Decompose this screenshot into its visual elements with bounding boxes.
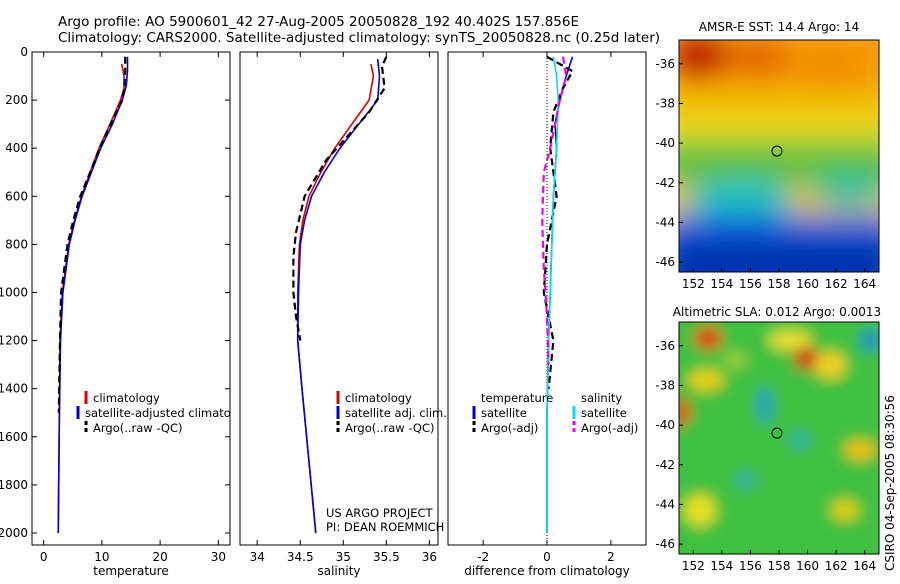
temperature-frame: [31, 51, 231, 546]
temperature-lines: [57, 56, 129, 534]
lon-tick-label: 162: [825, 559, 848, 573]
lat-tick-label: -44: [655, 215, 675, 229]
difference-legend: temperature satellite Argo(-adj) salinit…: [472, 391, 638, 435]
lon-tick-label: 160: [796, 559, 819, 573]
x-tick-label: 10: [94, 550, 109, 564]
lat-tick-label: -42: [655, 176, 675, 190]
sst-map: AMSR-E SST: 14.4 Argo: 14 152 154 156 158 16…: [655, 20, 880, 291]
legend-label-sal-satellite: satellite: [581, 406, 627, 420]
x-tick-label: 20: [152, 550, 167, 564]
temperature-xlabel: temperature: [93, 564, 168, 578]
lon-tick-label: 154: [710, 559, 733, 573]
legend-label-argo: Argo(..raw -QC): [93, 421, 183, 435]
lon-tick-label: 158: [768, 277, 791, 291]
y-tick-label: 1600: [0, 430, 28, 444]
legend-label-argo: Argo(..raw -QC): [345, 421, 435, 435]
difference-panel: -2 0 2 difference from climatology tempera…: [447, 51, 647, 578]
lon-tick-label: 152: [682, 277, 705, 291]
header-line1: Argo profile: AO 5900601_42 27-Aug-2005 …: [58, 14, 579, 30]
y-tick-label: 2000: [0, 526, 28, 540]
sla-map: Altimetric SLA: 0.012 Argo: 0.0013: [655, 305, 881, 573]
project-note: US ARGO PROJECT: [326, 506, 434, 520]
legend-label-satellite: satellite-adjusted climatology: [85, 406, 255, 420]
x-tick-label: 30: [211, 550, 226, 564]
y-tick-label: 1400: [0, 382, 28, 396]
pi-note: PI: DEAN ROEMMICH: [326, 520, 444, 534]
lat-tick-label: -36: [655, 57, 675, 71]
temperature-axis-ticks: 0 10 20 30: [40, 52, 226, 564]
y-tick-label: 1200: [0, 334, 28, 348]
lon-tick-label: 162: [825, 277, 848, 291]
sla-map-title: Altimetric SLA: 0.012 Argo: 0.0013: [673, 305, 881, 319]
sst-map-title: AMSR-E SST: 14.4 Argo: 14: [699, 20, 859, 34]
series-line-1: [296, 59, 381, 534]
y-tick-label: 1000: [0, 285, 28, 299]
series-line-2: [57, 56, 127, 413]
salinity-xlabel: salinity: [317, 564, 360, 578]
legend-title-temperature: temperature: [481, 391, 553, 405]
legend-label-climatology: climatology: [93, 391, 160, 405]
y-tick-label: 200: [5, 93, 28, 107]
x-tick-label: 36: [422, 550, 437, 564]
difference-lines: [541, 55, 574, 533]
series-line-2: [292, 56, 388, 341]
lon-tick-label: 164: [853, 559, 876, 573]
legend-label-temp-argo: Argo(-adj): [481, 421, 538, 435]
lat-tick-label: -46: [655, 537, 675, 551]
legend-label-climatology: climatology: [345, 391, 412, 405]
series-line-3: [541, 56, 568, 365]
lon-tick-label: 160: [796, 277, 819, 291]
x-tick-label: 35.5: [373, 550, 400, 564]
series-line-2: [546, 56, 560, 533]
y-tick-label: 1800: [0, 478, 28, 492]
x-tick-label: 0: [543, 550, 551, 564]
salinity-axis-ticks: 34 34.5 35 35.5 36: [250, 52, 437, 564]
sla-map-ticks: 152 154 156 158 160 162 164 -36 -38 -40 -42 -44 -46: [655, 339, 876, 573]
argo-position-marker: [771, 427, 783, 439]
lon-tick-label: 156: [739, 559, 762, 573]
difference-xlabel: difference from climatology: [464, 564, 630, 578]
lat-tick-label: -40: [655, 136, 675, 150]
salinity-legend: climatology satellite adj. clim. Argo(..…: [336, 391, 447, 435]
lon-tick-label: 164: [853, 277, 876, 291]
salinity-panel: 34 34.5 35 35.5 36 salinity climatology sate…: [239, 51, 447, 578]
legend-label-temp-satellite: satellite: [481, 406, 527, 420]
lat-tick-label: -44: [655, 497, 675, 511]
salinity-frame: [239, 51, 439, 546]
header-line2: Climatology: CARS2000. Satellite-adjuste…: [58, 30, 660, 46]
sst-field: [679, 40, 879, 272]
lat-tick-label: -46: [655, 255, 675, 269]
lat-tick-label: -42: [655, 458, 675, 472]
lat-tick-label: -36: [655, 339, 675, 353]
lat-tick-label: -40: [655, 418, 675, 432]
x-tick-label: 34.5: [287, 550, 314, 564]
y-tick-label: 600: [5, 189, 28, 203]
y-tick-label: 0: [20, 45, 28, 59]
lon-tick-label: 158: [768, 559, 791, 573]
y-tick-label: 800: [5, 237, 28, 251]
temperature-legend: climatology satellite-adjusted climatolo…: [76, 391, 255, 435]
legend-title-salinity: salinity: [581, 391, 622, 405]
y-tick-label: 400: [5, 141, 28, 155]
credit-text: CSIRO 04-Sep-2005 08:30:56: [883, 395, 897, 571]
sst-map-ticks: 152 154 156 158 160 162 164 -36 -38 -40 -42 -44 -46: [655, 57, 876, 291]
x-tick-label: 2: [607, 550, 615, 564]
difference-axis-ticks: -2 0 2: [477, 52, 615, 564]
salinity-lines: [292, 56, 388, 534]
lon-tick-label: 156: [739, 277, 762, 291]
legend-label-sal-argo: Argo(-adj): [581, 421, 638, 435]
argo-position-marker: [771, 145, 783, 157]
legend-label-satellite: satellite adj. clim.: [345, 406, 447, 420]
x-tick-label: 0: [40, 550, 48, 564]
x-tick-label: 35: [336, 550, 351, 564]
x-tick-label: -2: [477, 550, 489, 564]
lat-tick-label: -38: [655, 378, 675, 392]
x-tick-label: 34: [250, 550, 265, 564]
lon-tick-label: 154: [710, 277, 733, 291]
lat-tick-label: -38: [655, 96, 675, 110]
lon-tick-label: 152: [682, 559, 705, 573]
